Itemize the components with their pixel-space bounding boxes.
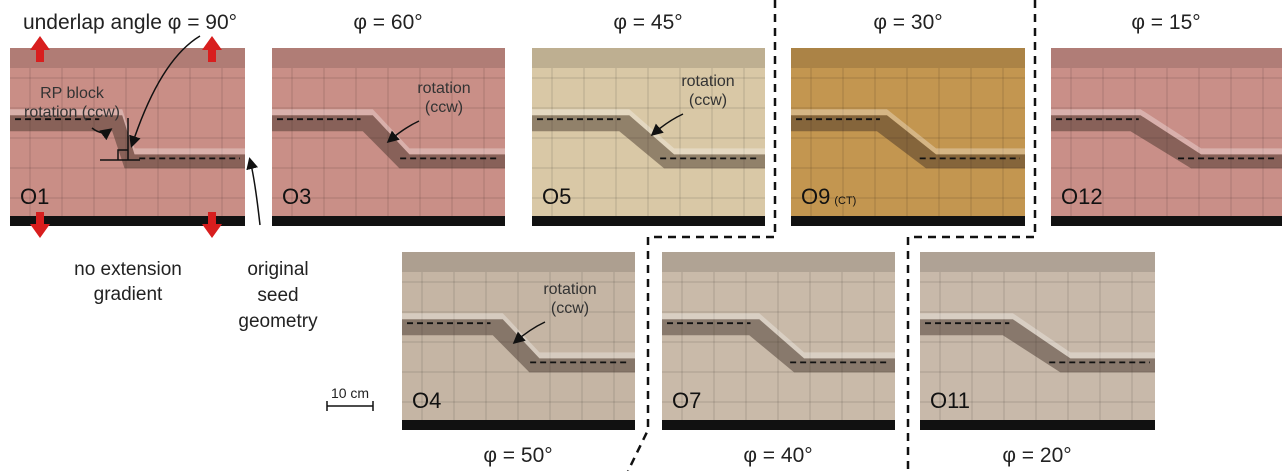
caption: underlap angle φ = 90° <box>23 11 237 34</box>
panel-bottom-strip <box>920 420 1155 430</box>
panel: O4 <box>402 252 635 430</box>
note: seed <box>257 285 298 306</box>
panel-label: O5 <box>542 184 571 209</box>
panel-photo <box>1051 48 1282 226</box>
note: no extension <box>74 259 182 280</box>
leader-arrow <box>246 157 261 226</box>
panel: O12 <box>1051 48 1282 226</box>
fault-band-light <box>532 109 765 155</box>
separator <box>906 0 1037 471</box>
panel-bottom-strip <box>272 216 505 226</box>
scale-label: 10 cm <box>331 385 369 401</box>
panels: O1 O3 O5 O9 (CT) O12 O4 O7 O11 <box>10 48 1282 430</box>
panel: O11 <box>920 252 1155 430</box>
panel-top-band <box>920 252 1155 272</box>
fault-band-light <box>920 313 1155 359</box>
panel-photo <box>662 252 895 430</box>
panel-label: O11 <box>930 388 970 413</box>
panel-bottom-strip <box>402 420 635 430</box>
panel: O3 <box>272 48 505 226</box>
panel-bottom-strip <box>662 420 895 430</box>
panel: O5 <box>532 48 765 226</box>
fault-band <box>1051 115 1282 169</box>
panel-top-band <box>532 48 765 68</box>
panel-top-band <box>791 48 1025 68</box>
panel-top-band <box>402 252 635 272</box>
panel-bottom-strip <box>1051 216 1282 226</box>
fault-band <box>402 319 635 373</box>
annotation: (ccw) <box>551 300 589 317</box>
annotation: rotation <box>681 73 734 90</box>
caption: φ = 45° <box>613 11 682 34</box>
note: gradient <box>94 284 163 305</box>
note: original <box>247 259 308 280</box>
extension-arrows <box>30 36 222 238</box>
note: geometry <box>238 311 318 332</box>
panel-bottom-strip <box>791 216 1025 226</box>
panel-label: O1 <box>20 184 49 209</box>
caption: φ = 30° <box>873 11 942 34</box>
annotation: RP block <box>40 85 105 102</box>
panel-label: O4 <box>412 388 441 413</box>
panel: O1 <box>10 48 245 226</box>
caption: φ = 20° <box>1002 444 1071 467</box>
panel-photo <box>920 252 1155 430</box>
separator <box>626 0 777 471</box>
panel-photo <box>791 48 1025 226</box>
annotation: (ccw) <box>689 92 727 109</box>
angle-mark <box>117 118 129 160</box>
annotation-arrow <box>650 113 684 136</box>
panel-top-band <box>1051 48 1282 68</box>
panel: O7 <box>662 252 895 430</box>
caption: φ = 15° <box>1131 11 1200 34</box>
caption: φ = 40° <box>743 444 812 467</box>
panel-bottom-strip <box>10 216 245 226</box>
leader-arrow <box>129 35 201 148</box>
panel-label: O3 <box>282 184 311 209</box>
caption: φ = 50° <box>483 444 552 467</box>
fault-band-light <box>791 109 1025 155</box>
annotation-arrow <box>512 321 546 344</box>
fault-band <box>791 115 1025 169</box>
panel-label-note: (CT) <box>834 195 856 207</box>
caption: φ = 60° <box>353 11 422 34</box>
fault-band-light <box>1051 109 1282 155</box>
panel-top-band <box>10 48 245 68</box>
panel-photo <box>532 48 765 226</box>
fault-band <box>662 319 895 373</box>
annotation: rotation <box>417 80 470 97</box>
fault-band <box>920 319 1155 373</box>
annotation: rotation (ccw) <box>24 104 120 121</box>
panel-top-band <box>272 48 505 68</box>
fault-band <box>532 115 765 169</box>
annotation: rotation <box>543 281 596 298</box>
notes: no extension gradient original seed geometry <box>74 259 318 332</box>
panel-bottom-strip <box>532 216 765 226</box>
annotation-arrow <box>386 120 420 143</box>
annotation-arrow <box>91 127 113 141</box>
panel: O9 (CT) <box>791 48 1025 226</box>
panel-label: O12 <box>1061 184 1103 209</box>
annotation: (ccw) <box>425 99 463 116</box>
panel-label: O7 <box>672 388 701 413</box>
panel-top-band <box>662 252 895 272</box>
fault-band-light <box>662 313 895 359</box>
